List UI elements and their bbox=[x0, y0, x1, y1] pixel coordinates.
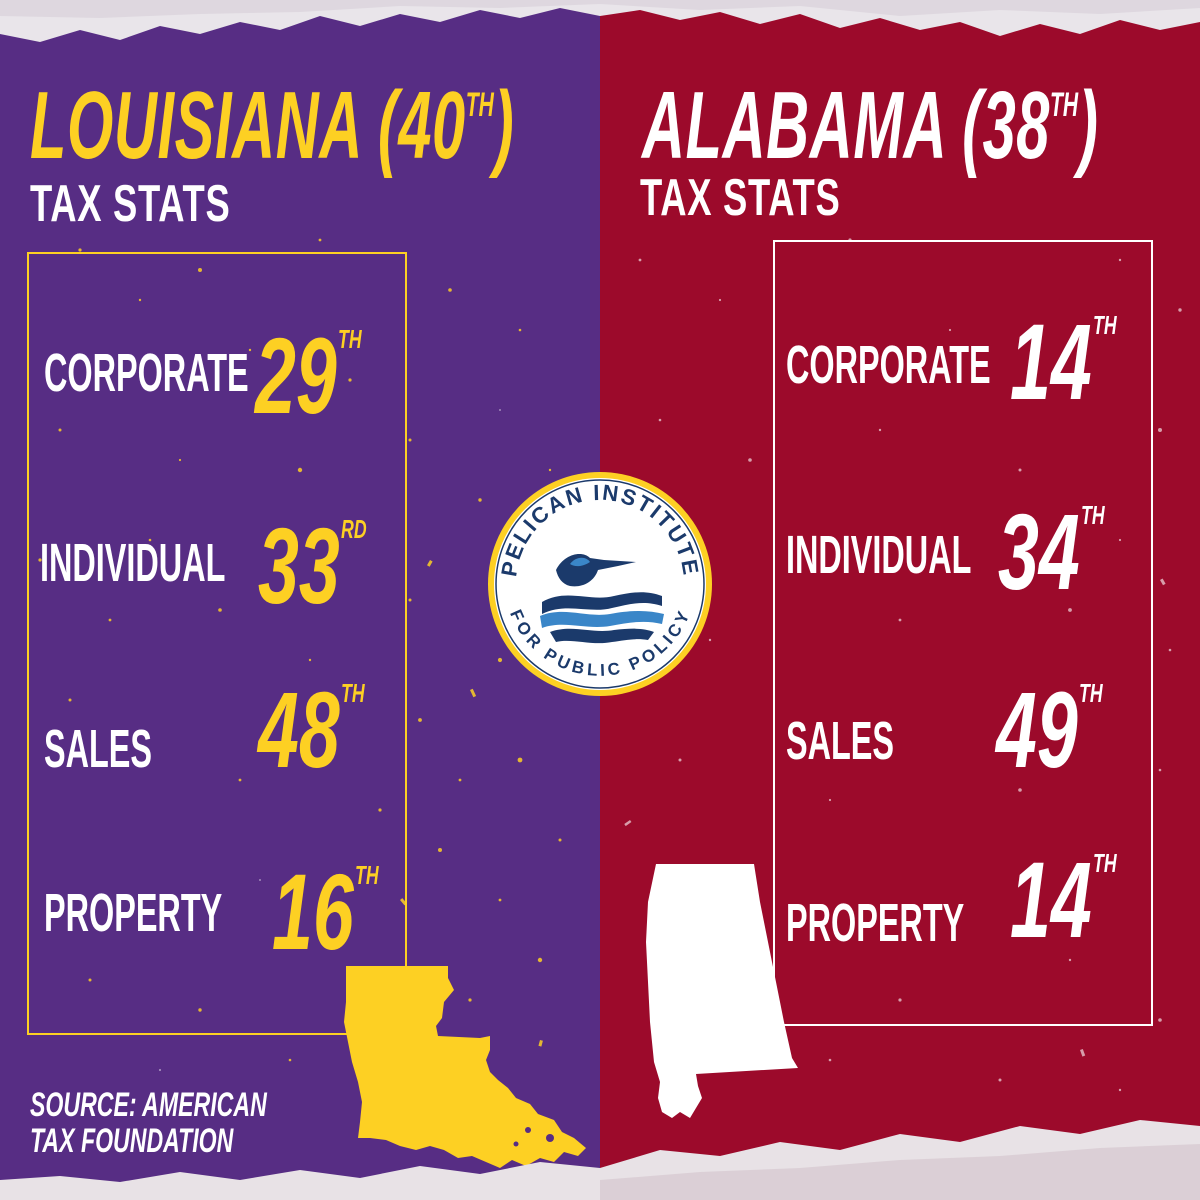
louisiana-state-name: LOUISIANA bbox=[30, 72, 361, 179]
alabama-overall-rank-close: ) bbox=[1078, 72, 1099, 179]
rank-value: 16 bbox=[272, 851, 354, 972]
alabama-stat-label-corporate: CORPORATE bbox=[786, 335, 991, 395]
rank-suffix: TH bbox=[341, 678, 365, 708]
louisiana-overall-rank: (40 bbox=[377, 72, 466, 179]
louisiana-stat-label-individual: INDIVIDUAL bbox=[40, 533, 226, 593]
pelican-logo-icon bbox=[540, 554, 664, 644]
alabama-map-icon bbox=[646, 864, 798, 1118]
louisiana-stat-label-property: PROPERTY bbox=[44, 883, 223, 943]
source-line-2: TAX FOUNDATION bbox=[30, 1121, 234, 1160]
white-speckle-texture bbox=[624, 238, 1182, 1092]
louisiana-stat-rank-property: 16TH bbox=[272, 858, 379, 966]
rank-value: 33 bbox=[258, 505, 340, 626]
alabama-stat-label-property: PROPERTY bbox=[786, 893, 965, 953]
louisiana-stat-label-corporate: CORPORATE bbox=[44, 343, 249, 403]
rank-value: 29 bbox=[255, 315, 337, 436]
source-citation: SOURCE: AMERICAN TAX FOUNDATION bbox=[30, 1086, 267, 1160]
rank-value: 14 bbox=[1010, 839, 1092, 960]
alabama-stat-rank-sales: 49TH bbox=[996, 676, 1103, 784]
alabama-subtitle: TAX STATS bbox=[640, 169, 841, 227]
source-line-1: SOURCE: AMERICAN bbox=[30, 1086, 267, 1124]
rank-suffix: TH bbox=[1093, 848, 1117, 878]
alabama-state-name: ALABAMA bbox=[642, 72, 945, 179]
louisiana-subtitle: TAX STATS bbox=[30, 175, 231, 233]
rank-suffix: TH bbox=[355, 860, 379, 890]
alabama-overall-rank: (38 bbox=[962, 72, 1051, 179]
louisiana-title: LOUISIANA (40TH) bbox=[30, 78, 514, 174]
alabama-stat-rank-corporate: 14TH bbox=[1010, 308, 1117, 416]
alabama-title: ALABAMA (38TH) bbox=[642, 78, 1099, 174]
alabama-overall-rank-suffix: TH bbox=[1050, 86, 1079, 124]
louisiana-stat-rank-individual: 33RD bbox=[258, 512, 367, 620]
gold-speckle-texture bbox=[38, 238, 562, 1101]
rank-suffix: TH bbox=[338, 324, 362, 354]
alabama-stat-rank-property: 14TH bbox=[1010, 846, 1117, 954]
rank-suffix: TH bbox=[1093, 310, 1117, 340]
louisiana-overall-rank-close: ) bbox=[493, 72, 515, 179]
louisiana-map-icon bbox=[344, 966, 586, 1168]
rank-value: 48 bbox=[258, 669, 340, 790]
louisiana-stat-label-sales: SALES bbox=[44, 719, 153, 779]
alabama-stats-box bbox=[773, 240, 1153, 1026]
pelican-institute-logo: PELICAN INSTITUTE FOR PUBLIC POLICY bbox=[488, 472, 712, 696]
louisiana-stat-rank-sales: 48TH bbox=[258, 676, 365, 784]
rank-value: 14 bbox=[1010, 301, 1092, 422]
louisiana-stats-box bbox=[27, 252, 407, 1035]
alabama-stat-label-individual: INDIVIDUAL bbox=[786, 525, 972, 585]
rank-value: 49 bbox=[996, 669, 1078, 790]
rank-value: 34 bbox=[998, 491, 1080, 612]
alabama-stat-rank-individual: 34TH bbox=[998, 498, 1105, 606]
rank-suffix: RD bbox=[341, 514, 367, 544]
rank-suffix: TH bbox=[1079, 678, 1103, 708]
louisiana-stat-rank-corporate: 29TH bbox=[255, 322, 362, 430]
rank-suffix: TH bbox=[1081, 500, 1105, 530]
louisiana-overall-rank-suffix: TH bbox=[465, 86, 494, 124]
alabama-stat-label-sales: SALES bbox=[786, 711, 895, 771]
